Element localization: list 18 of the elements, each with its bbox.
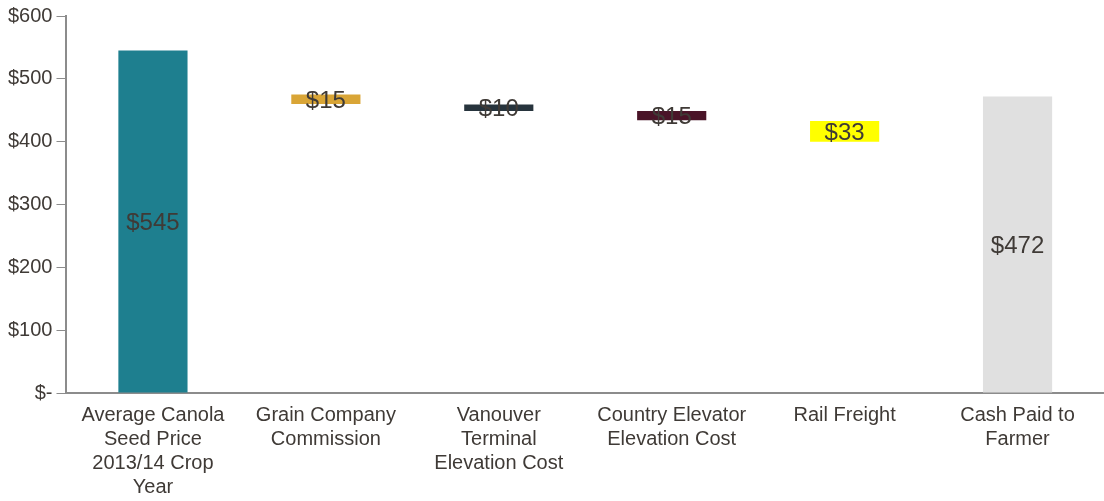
y-tick-label: $500 bbox=[7, 66, 53, 89]
x-tick-label: Cash Paid to Farmer bbox=[960, 402, 1075, 449]
y-tick-label: $400 bbox=[7, 129, 53, 152]
x-tick-label: Grain Company Commission bbox=[255, 402, 396, 449]
data-label: $545 bbox=[126, 208, 180, 236]
y-tick-label: $300 bbox=[7, 192, 53, 215]
data-label: $33 bbox=[824, 117, 865, 145]
x-tick-label: Average Canola Seed Price 2013/14 Crop Year bbox=[81, 402, 226, 497]
data-label: $472 bbox=[990, 231, 1045, 259]
bar bbox=[118, 50, 188, 393]
bar bbox=[982, 96, 1053, 393]
y-tick-label: $600 bbox=[7, 3, 53, 26]
y-tick-label: $- bbox=[34, 380, 53, 403]
y-tick-label: $200 bbox=[7, 254, 53, 277]
y-tick-label: $100 bbox=[7, 317, 53, 340]
x-tick-label: Country Elevator Elevation Cost bbox=[597, 402, 747, 449]
x-tick-label: Rail Freight bbox=[793, 402, 897, 425]
x-tick-label: Vanouver Terminal Elevation Cost bbox=[434, 402, 564, 473]
